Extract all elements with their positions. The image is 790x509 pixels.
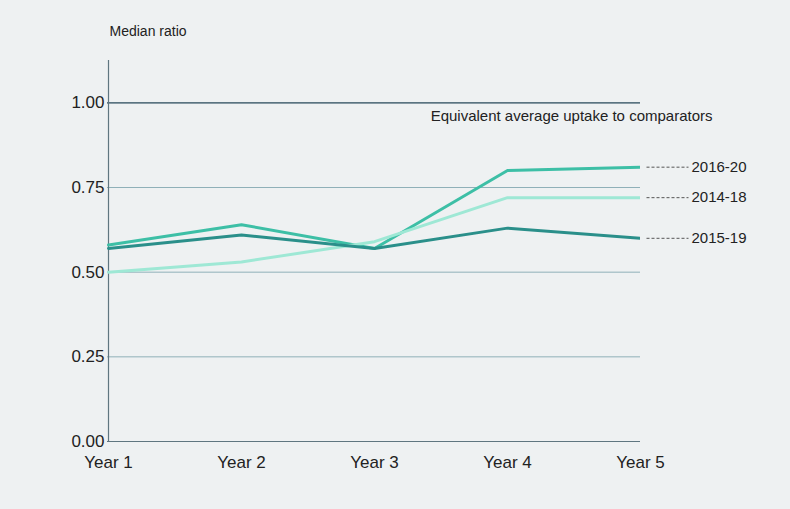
- svg-text:0.75: 0.75: [71, 178, 104, 197]
- svg-text:Equivalent average uptake to c: Equivalent average uptake to comparators: [431, 107, 713, 124]
- svg-text:0.25: 0.25: [71, 347, 104, 366]
- svg-text:Median ratio: Median ratio: [110, 23, 187, 39]
- svg-text:2016-20: 2016-20: [692, 158, 747, 175]
- svg-text:0.50: 0.50: [71, 263, 104, 282]
- svg-text:Year 2: Year 2: [217, 453, 266, 472]
- svg-text:Year 1: Year 1: [84, 453, 133, 472]
- svg-text:Year 5: Year 5: [616, 453, 665, 472]
- svg-text:1.00: 1.00: [71, 93, 104, 112]
- svg-text:Year 4: Year 4: [483, 453, 532, 472]
- svg-text:Year 3: Year 3: [350, 453, 399, 472]
- svg-text:2014-18: 2014-18: [692, 188, 747, 205]
- svg-text:2015-19: 2015-19: [692, 229, 747, 246]
- svg-text:0.00: 0.00: [71, 432, 104, 451]
